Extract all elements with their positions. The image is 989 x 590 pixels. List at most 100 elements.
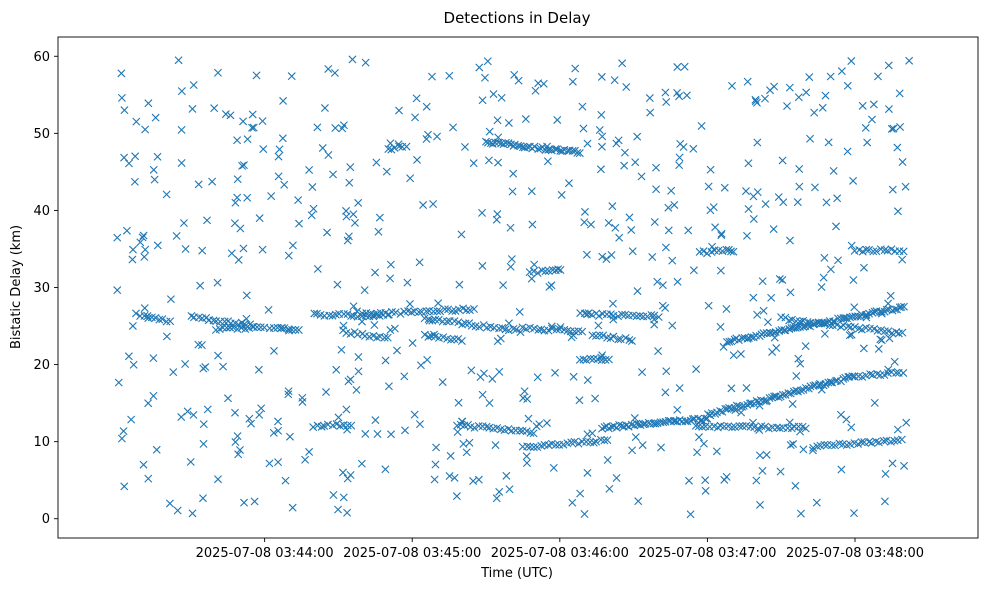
detection-marker xyxy=(647,311,656,319)
detection-marker xyxy=(884,299,893,308)
detection-marker xyxy=(598,252,607,261)
detection-marker xyxy=(493,116,502,125)
detection-marker xyxy=(173,506,182,515)
detection-marker xyxy=(685,476,693,485)
detection-marker xyxy=(514,141,523,150)
detection-marker xyxy=(120,153,129,162)
detection-marker xyxy=(805,73,814,82)
detection-marker xyxy=(407,308,416,317)
detection-marker xyxy=(144,474,153,483)
detection-marker xyxy=(144,99,153,108)
detection-marker xyxy=(874,72,883,81)
detection-marker xyxy=(457,230,466,239)
detection-marker xyxy=(675,161,684,170)
detection-marker xyxy=(153,241,162,250)
detection-marker xyxy=(701,486,710,495)
detection-marker xyxy=(675,384,684,393)
detection-marker xyxy=(776,467,785,476)
detection-marker xyxy=(766,86,774,95)
detection-marker xyxy=(817,385,826,394)
detection-marker xyxy=(603,455,612,464)
detection-marker xyxy=(475,323,484,332)
detection-marker xyxy=(887,124,896,133)
detection-marker xyxy=(334,413,343,422)
detection-marker xyxy=(384,382,393,391)
detection-marker xyxy=(489,90,498,99)
detection-marker xyxy=(231,438,240,447)
detection-marker xyxy=(361,58,370,67)
detection-marker xyxy=(346,329,355,338)
detection-marker xyxy=(778,156,787,165)
detection-marker xyxy=(594,311,603,320)
detection-marker xyxy=(899,302,908,311)
detection-marker xyxy=(391,308,400,317)
detection-marker xyxy=(774,193,783,202)
detection-marker xyxy=(885,334,894,343)
detection-marker xyxy=(288,241,297,250)
detection-marker xyxy=(803,317,812,326)
detection-marker xyxy=(375,213,384,222)
detection-marker xyxy=(708,242,717,251)
detection-marker xyxy=(563,326,572,335)
detection-marker xyxy=(573,148,582,157)
detection-marker xyxy=(847,330,856,339)
detection-marker xyxy=(255,214,264,223)
detection-marker xyxy=(530,142,539,151)
detection-marker xyxy=(422,135,431,144)
detection-marker xyxy=(436,307,445,316)
detection-marker xyxy=(636,311,645,320)
detection-marker xyxy=(127,415,136,424)
detection-marker xyxy=(895,89,904,98)
detection-marker xyxy=(213,278,222,287)
detection-marker xyxy=(376,332,384,341)
detection-marker xyxy=(712,447,721,456)
detection-marker xyxy=(692,365,701,374)
detection-marker xyxy=(849,176,858,185)
detection-marker xyxy=(859,344,868,353)
detection-marker xyxy=(843,81,852,90)
detection-marker xyxy=(905,56,914,65)
detection-marker xyxy=(896,122,905,131)
detection-marker xyxy=(255,410,264,419)
detection-marker xyxy=(509,169,518,178)
detection-marker xyxy=(442,317,451,326)
detection-marker xyxy=(899,247,908,256)
detection-marker xyxy=(455,280,464,289)
detection-marker xyxy=(761,94,769,103)
detection-marker xyxy=(274,417,282,426)
detection-marker xyxy=(240,498,249,507)
detection-marker xyxy=(128,321,137,330)
detection-marker xyxy=(720,183,729,192)
detection-marker xyxy=(454,398,463,407)
detection-marker xyxy=(633,132,642,141)
detection-marker xyxy=(802,88,811,97)
detection-marker xyxy=(793,198,802,207)
detection-marker xyxy=(371,416,380,425)
detection-marker xyxy=(393,346,401,355)
detection-marker xyxy=(564,179,573,188)
detection-marker xyxy=(434,315,443,324)
detection-marker xyxy=(132,117,141,126)
detection-marker xyxy=(711,223,720,232)
detection-marker xyxy=(849,276,858,285)
detection-marker xyxy=(719,342,728,351)
detection-marker xyxy=(231,198,240,207)
detection-marker xyxy=(507,255,516,264)
detection-marker xyxy=(222,323,231,332)
detection-marker xyxy=(422,102,431,111)
detection-marker xyxy=(264,305,273,314)
detection-marker xyxy=(243,135,252,144)
detection-marker xyxy=(269,428,278,437)
detection-marker xyxy=(697,121,706,130)
detection-marker xyxy=(199,439,208,448)
detection-marker xyxy=(897,435,906,444)
detection-marker xyxy=(858,101,867,110)
detection-marker xyxy=(599,331,608,340)
detection-marker xyxy=(474,475,483,484)
detection-marker xyxy=(650,320,659,329)
detection-marker xyxy=(120,482,129,491)
detection-marker xyxy=(249,123,258,132)
detection-marker xyxy=(575,396,584,405)
detection-marker xyxy=(117,69,126,78)
detection-marker xyxy=(625,213,634,222)
